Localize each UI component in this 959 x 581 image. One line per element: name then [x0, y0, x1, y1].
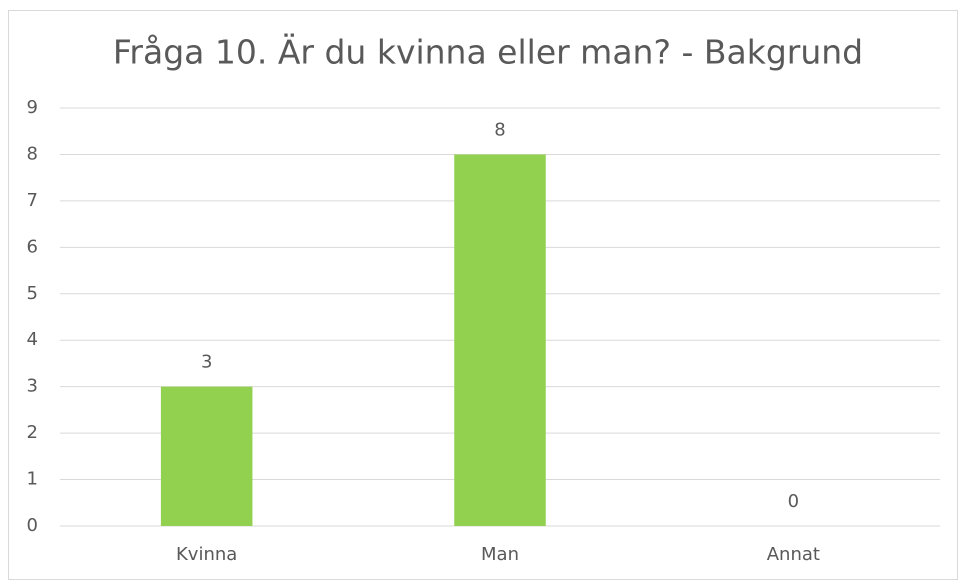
- data-label: 3: [201, 352, 212, 373]
- y-tick-label: 7: [27, 190, 38, 211]
- x-tick-label: Annat: [767, 544, 820, 565]
- y-tick-label: 8: [27, 143, 38, 164]
- y-tick-label: 1: [27, 469, 38, 490]
- y-tick-label: 0: [27, 515, 38, 536]
- chart-title: Fråga 10. Är du kvinna eller man? - Bakg…: [113, 33, 863, 72]
- y-tick-label: 5: [27, 283, 38, 304]
- x-tick-label: Kvinna: [176, 544, 237, 565]
- y-tick-label: 9: [27, 97, 38, 118]
- y-tick-label: 4: [27, 329, 38, 350]
- y-tick-label: 2: [27, 422, 38, 443]
- data-label: 8: [494, 119, 505, 140]
- y-tick-label: 6: [27, 236, 38, 257]
- data-label: 0: [788, 491, 799, 512]
- bar: [454, 154, 546, 526]
- x-tick-label: Man: [481, 544, 519, 565]
- y-tick-label: 3: [27, 376, 38, 397]
- bar: [160, 386, 253, 526]
